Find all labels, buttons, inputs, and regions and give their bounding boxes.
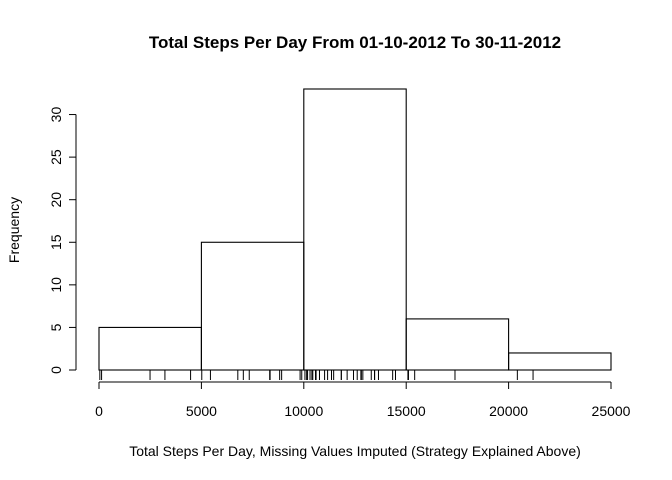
x-tick-label: 15000 xyxy=(387,403,426,419)
y-axis: 0 5 10 15 20 25 30 xyxy=(48,107,77,374)
x-axis: 0 5000 10000 15000 20000 25000 xyxy=(95,381,631,419)
histogram-bar-3 xyxy=(303,88,407,371)
x-tick-label: 0 xyxy=(95,403,103,419)
histogram-bar-1 xyxy=(98,326,202,371)
y-axis-label: Frequency xyxy=(6,197,22,263)
y-tick-label: 10 xyxy=(48,277,64,293)
chart-title: Total Steps Per Day From 01-10-2012 To 3… xyxy=(149,33,561,52)
histogram-bars xyxy=(98,88,612,371)
rug-marks xyxy=(99,370,534,380)
x-tick-label: 25000 xyxy=(592,403,631,419)
x-tick-label: 5000 xyxy=(186,403,217,419)
y-tick-label: 0 xyxy=(48,366,64,374)
y-tick-label: 5 xyxy=(48,323,64,331)
histogram-bar-5 xyxy=(508,352,612,371)
y-tick-label: 25 xyxy=(48,149,64,165)
y-tick-label: 15 xyxy=(48,234,64,250)
x-tick-label: 10000 xyxy=(284,403,323,419)
x-tick-label: 20000 xyxy=(489,403,528,419)
y-tick-label: 20 xyxy=(48,192,64,208)
histogram-bar-4 xyxy=(405,318,510,371)
histogram-bar-2 xyxy=(200,241,305,371)
y-tick-label: 30 xyxy=(48,107,64,123)
x-axis-label: Total Steps Per Day, Missing Values Impu… xyxy=(129,443,581,459)
